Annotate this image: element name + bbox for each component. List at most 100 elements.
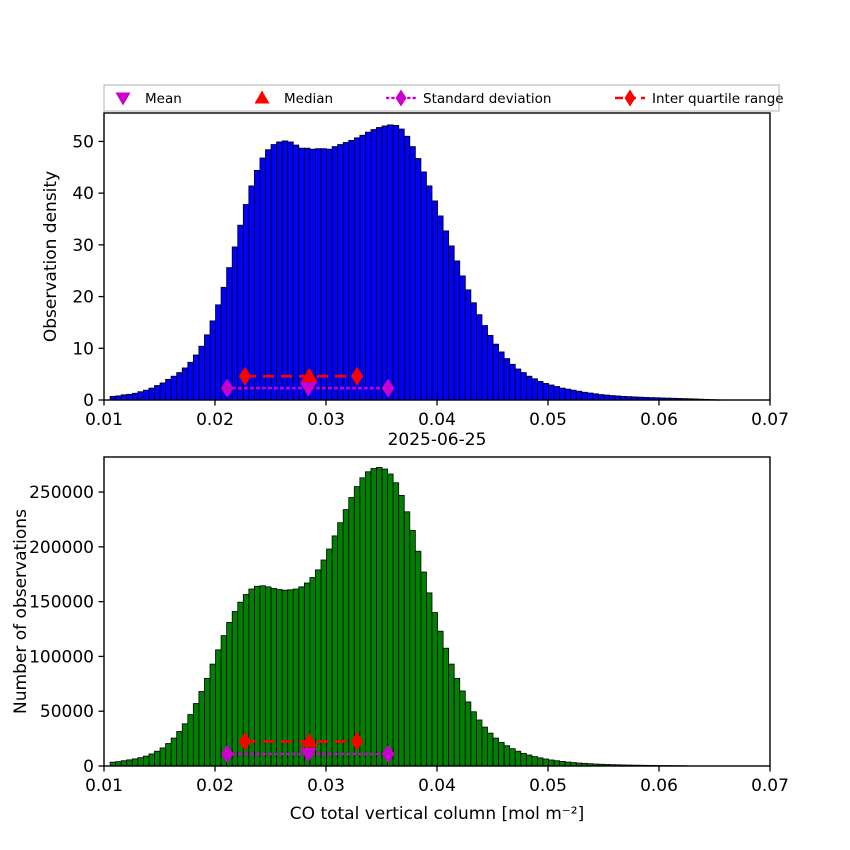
histogram-bar: [475, 314, 483, 401]
histogram-bar: [298, 147, 305, 401]
histogram-bar: [403, 511, 411, 767]
histogram-bar: [448, 663, 455, 767]
y-tick-label: 250000: [29, 483, 94, 503]
histogram-bar: [548, 759, 555, 767]
histogram-bar: [276, 141, 283, 401]
histogram-bar: [192, 703, 200, 767]
histogram-bar: [159, 382, 167, 401]
histogram-bar: [309, 148, 316, 401]
histogram-bar: [487, 732, 494, 767]
x-tick-label: 0.05: [529, 776, 567, 796]
x-tick-label: 0.04: [418, 410, 456, 430]
legend-entry-1[interactable]: Median: [254, 90, 334, 108]
y-tick-label: 10: [72, 339, 94, 359]
histogram-bar: [575, 390, 583, 401]
histogram-bar: [481, 325, 488, 401]
y-tick-label: 50: [72, 132, 94, 152]
axes-bottom-panel: 0.01 0.02 0.03 0.04 0.05 0.06 0.07 0 50000 100000…: [11, 456, 789, 824]
histogram-bar: [398, 128, 405, 401]
legend-label: Inter quartile range: [652, 91, 784, 107]
histogram-bar: [531, 378, 538, 401]
histogram-bar: [231, 611, 239, 767]
histogram-bar: [437, 215, 444, 401]
histogram-bar: [198, 345, 205, 401]
y-tick-label: 40: [72, 184, 94, 204]
histogram-bar: [292, 588, 300, 767]
histogram-bar: [487, 334, 494, 401]
histogram-bar: [148, 387, 155, 401]
histogram-bar: [464, 289, 472, 401]
histogram-bar: [126, 393, 133, 401]
legend-entry-2[interactable]: Standard deviation: [385, 89, 551, 108]
histogram-bar: [414, 550, 422, 767]
histogram-bar: [581, 391, 588, 401]
histogram-bar: [265, 149, 272, 401]
histogram-bar: [231, 246, 239, 401]
histogram-bar: [120, 760, 128, 767]
histogram-bar: [520, 753, 527, 767]
legend-entry-0[interactable]: Mean: [115, 91, 182, 107]
histogram-bar: [437, 630, 444, 767]
histogram-bar: [514, 750, 522, 767]
histogram-bar: [303, 147, 311, 401]
histogram-bar: [426, 592, 433, 767]
histogram-bar: [376, 467, 383, 767]
histogram-bar: [459, 690, 466, 767]
histogram-bar: [498, 742, 505, 767]
y-tick-label: 0: [83, 757, 94, 777]
histogram-bar: [353, 137, 361, 401]
legend-diamond-icon: [624, 89, 636, 107]
histogram-bar: [298, 586, 305, 767]
histogram-bar: [331, 146, 339, 401]
histogram-bar: [137, 391, 144, 401]
histogram-bar: [209, 663, 216, 767]
histogram-bar: [431, 612, 438, 767]
legend-label: Mean: [145, 91, 182, 107]
histogram-bar: [254, 585, 261, 767]
histogram-bar: [553, 760, 561, 767]
y-axis-label: Number of observations: [11, 509, 31, 714]
histogram-bar: [287, 589, 294, 767]
histogram-bar: [592, 393, 599, 401]
histogram-bar: [259, 585, 266, 767]
legend-entry-3[interactable]: Inter quartile range: [615, 89, 784, 108]
histogram-bar: [509, 748, 516, 767]
histogram-bar: [537, 380, 544, 401]
histogram-bar: [342, 509, 350, 767]
histogram-bar: [131, 758, 139, 767]
x-tick-label: 0.05: [529, 410, 567, 430]
histogram-bar: [337, 522, 344, 767]
histogram-bar: [348, 497, 355, 767]
histogram-bar: [514, 368, 522, 401]
histogram-bar: [392, 125, 400, 401]
histogram-bar: [464, 701, 472, 767]
histogram-bar: [448, 245, 455, 401]
histogram-bar: [359, 134, 366, 401]
histogram-bar: [426, 185, 433, 401]
histogram-bar: [265, 586, 272, 767]
histogram-bar: [198, 691, 205, 767]
histogram-bar: [470, 302, 477, 401]
histogram-bar: [326, 148, 333, 401]
histogram-bar: [364, 131, 372, 401]
histogram-bar: [187, 714, 194, 767]
y-tick-label: 50000: [40, 702, 94, 722]
histogram-bar: [176, 372, 183, 401]
histogram-bar: [181, 367, 189, 401]
histogram-bar: [531, 756, 538, 767]
histogram-bar: [126, 759, 133, 767]
y-axis-bottom-panel: 0 50000 100000 150000 200000 250000: [29, 483, 104, 777]
histogram-bar: [292, 144, 300, 401]
histogram-bar: [387, 473, 394, 767]
histogram-bar: [137, 757, 144, 767]
histogram-bar: [498, 351, 505, 401]
histogram-bar: [481, 726, 488, 767]
legend-box: [103, 84, 780, 112]
histogram-bar: [370, 129, 377, 401]
mean-marker: [299, 382, 317, 397]
x-tick-label: 0.01: [85, 410, 123, 430]
histogram-bar: [259, 157, 266, 401]
bar-series-bottom-panel: [109, 467, 688, 767]
histogram-bar: [503, 358, 511, 401]
